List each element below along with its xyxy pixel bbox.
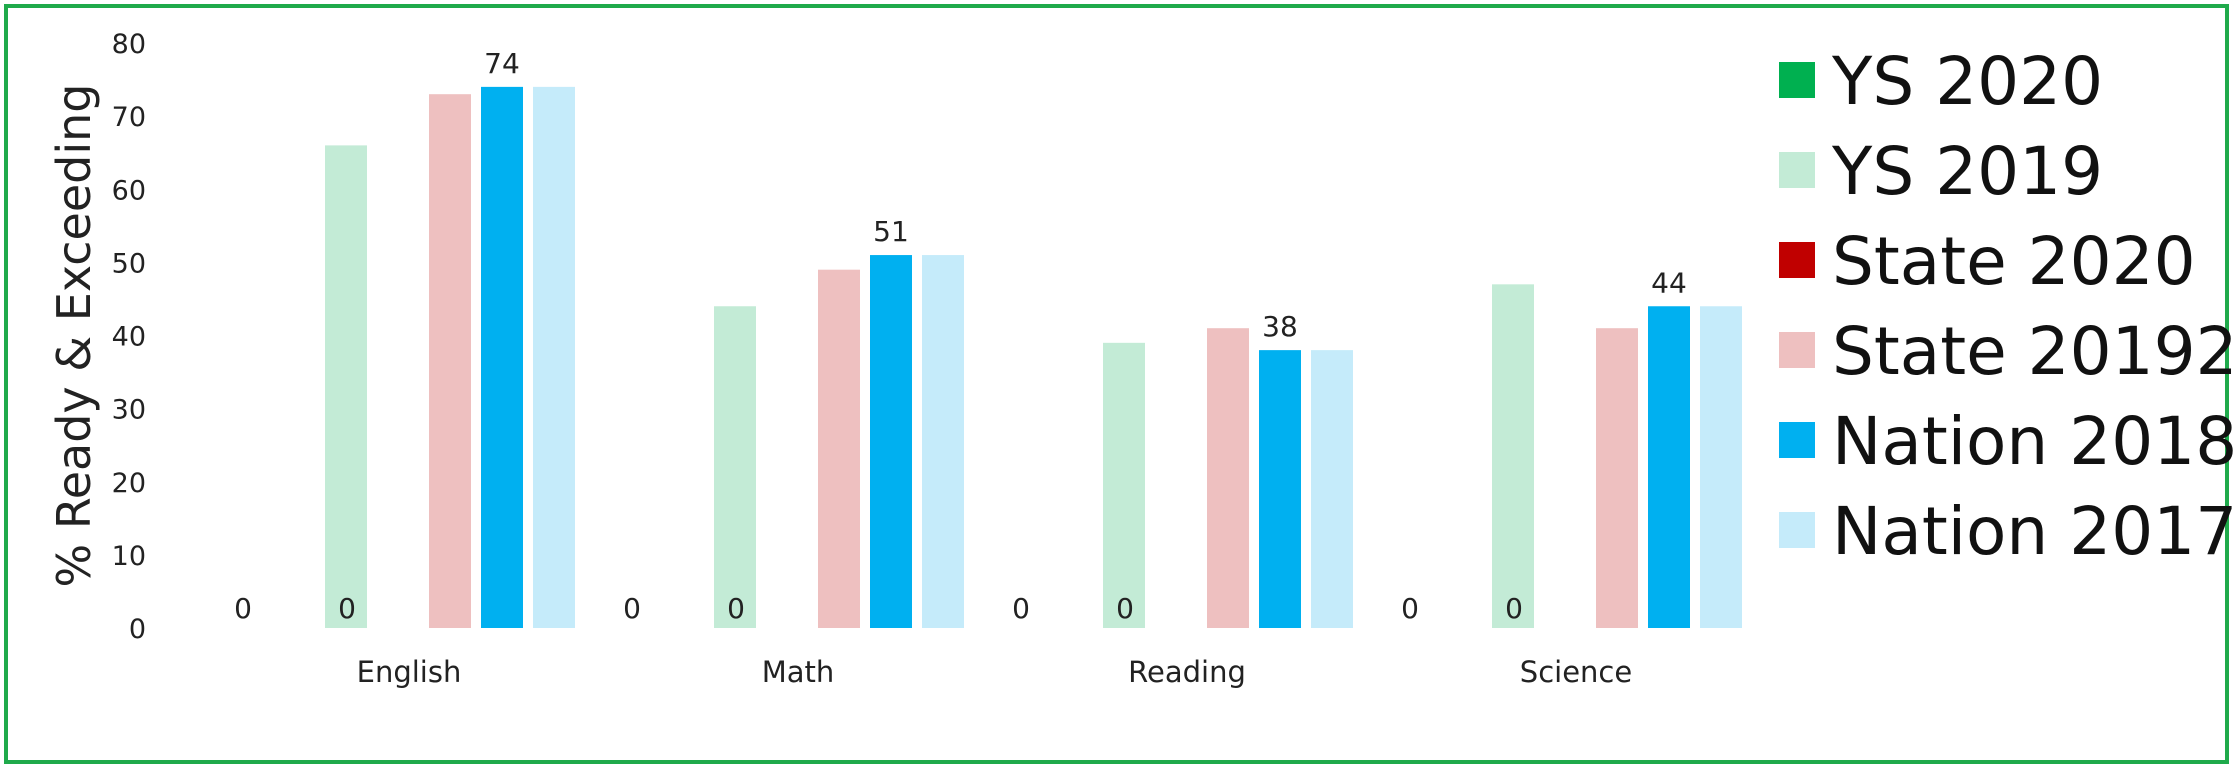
y-tick-label: 80 [112, 29, 146, 60]
y-tick-label: 10 [112, 541, 146, 572]
bar [1103, 342, 1145, 628]
y-tick-label: 30 [112, 395, 146, 426]
data-label: 0 [1401, 592, 1419, 625]
data-label: 0 [1505, 592, 1523, 625]
bar [1596, 328, 1638, 628]
legend-entry: YS 2020 [1831, 43, 2103, 120]
legend-swatch [1779, 242, 1815, 278]
y-tick-label: 70 [112, 102, 146, 133]
data-label: 44 [1651, 266, 1687, 299]
category-label: Reading [1128, 655, 1246, 689]
legend-swatch [1779, 422, 1815, 458]
legend-entry: State 2020 [1832, 223, 2196, 300]
category-labels: English Math Reading Science [357, 655, 1633, 689]
bar [818, 269, 860, 628]
bar [1492, 284, 1534, 628]
legend-entry: Nation 2017 [1832, 493, 2237, 570]
bar [1207, 328, 1249, 628]
y-tick-label: 40 [112, 322, 146, 353]
category-label: Math [762, 655, 835, 689]
legend-entry: Nation 2018 [1832, 403, 2237, 480]
bars [325, 86, 1742, 628]
data-label: 0 [623, 592, 641, 625]
data-label: 38 [1262, 310, 1298, 343]
chart-frame [4, 4, 2229, 764]
y-tick-label: 50 [112, 248, 146, 279]
y-tick-label: 60 [112, 175, 146, 206]
y-tick-label: 0 [129, 614, 146, 645]
y-axis-label: % Ready & Exceeding [47, 84, 101, 588]
data-label: 74 [484, 47, 520, 80]
data-label: 0 [1116, 592, 1134, 625]
category-label: English [357, 655, 462, 689]
bar [481, 86, 523, 628]
data-label: 0 [1012, 592, 1030, 625]
bar [1700, 306, 1742, 628]
bar [870, 255, 912, 628]
bar [429, 94, 471, 628]
legend-entry: State 20192 [1832, 313, 2238, 390]
data-label: 0 [338, 592, 356, 625]
y-axis-ticks: 0 10 20 30 40 50 60 70 80 [112, 29, 146, 645]
category-label: Science [1520, 655, 1632, 689]
legend-entry: YS 2019 [1831, 133, 2103, 210]
bar [325, 145, 367, 628]
data-label: 0 [234, 592, 252, 625]
legend-swatch [1779, 332, 1815, 368]
bar [922, 255, 964, 628]
data-labels: 0 0 74 0 0 51 0 0 38 0 0 44 [234, 47, 1687, 625]
legend: YS 2020 YS 2019 State 2020 State 20192 Natio… [1779, 43, 2238, 570]
data-label: 0 [727, 592, 745, 625]
bar [533, 86, 575, 628]
legend-swatch [1779, 152, 1815, 188]
bar [1259, 350, 1301, 628]
bar [1648, 306, 1690, 628]
legend-swatch [1779, 512, 1815, 548]
y-tick-label: 20 [112, 468, 146, 499]
legend-swatch [1779, 62, 1815, 98]
bar [1311, 350, 1353, 628]
data-label: 51 [873, 215, 909, 248]
bar [714, 306, 756, 628]
